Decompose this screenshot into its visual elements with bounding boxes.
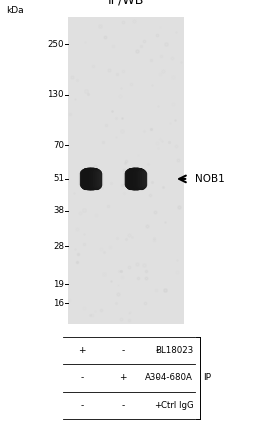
Text: 38: 38 bbox=[53, 206, 64, 215]
Bar bbox=[68, 17, 184, 324]
Text: -: - bbox=[121, 346, 124, 355]
Text: +: + bbox=[154, 401, 161, 410]
Text: BL18023: BL18023 bbox=[155, 346, 193, 355]
Text: 19: 19 bbox=[53, 280, 64, 289]
Text: +: + bbox=[78, 346, 86, 355]
Text: 130: 130 bbox=[48, 90, 64, 99]
Text: NOB1: NOB1 bbox=[195, 174, 224, 184]
Text: +: + bbox=[119, 373, 127, 382]
Text: -: - bbox=[156, 373, 159, 382]
Text: -: - bbox=[121, 401, 124, 410]
Text: Ctrl IgG: Ctrl IgG bbox=[161, 401, 193, 410]
Text: -: - bbox=[80, 373, 83, 382]
Text: 28: 28 bbox=[53, 242, 64, 251]
Text: IP/WB: IP/WB bbox=[108, 0, 144, 6]
Text: 51: 51 bbox=[53, 174, 64, 184]
Text: -: - bbox=[80, 401, 83, 410]
Text: 250: 250 bbox=[48, 40, 64, 49]
Text: A304-680A: A304-680A bbox=[145, 373, 193, 382]
Text: 70: 70 bbox=[53, 141, 64, 150]
Text: 16: 16 bbox=[53, 298, 64, 308]
Text: IP: IP bbox=[204, 373, 211, 382]
Text: kDa: kDa bbox=[6, 6, 24, 15]
Text: -: - bbox=[156, 346, 159, 355]
